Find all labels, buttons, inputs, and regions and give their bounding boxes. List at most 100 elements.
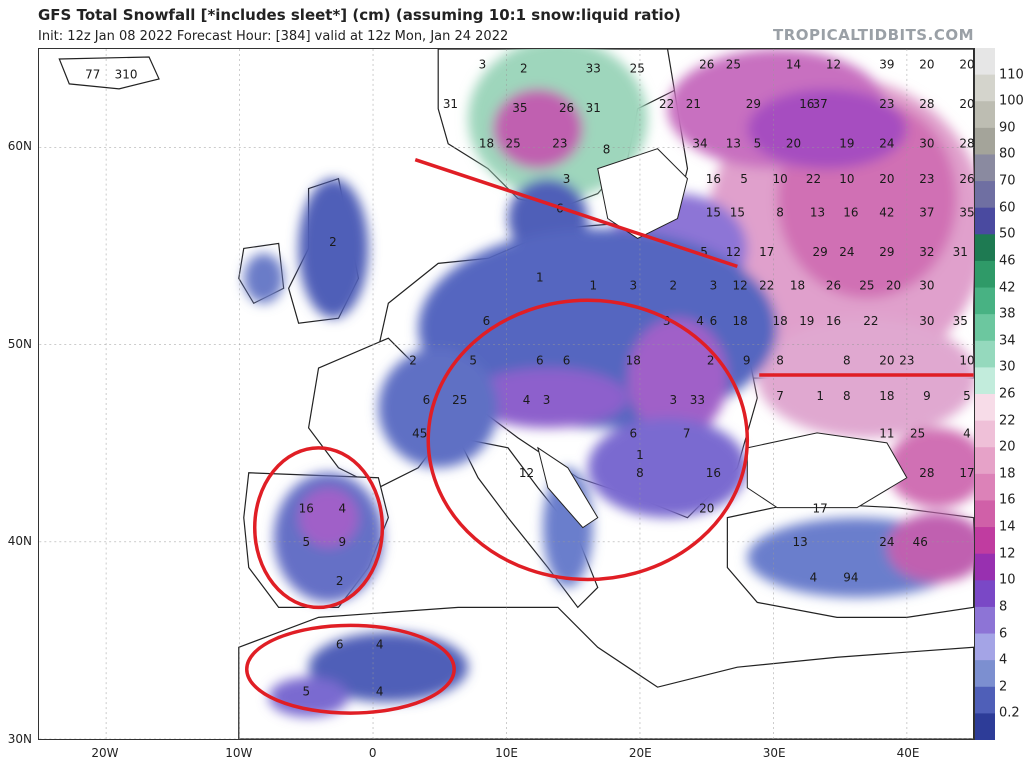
colorbar-swatch: [975, 314, 995, 342]
colorbar-label: 70: [999, 173, 1016, 189]
x-tick-label: 20E: [628, 746, 652, 760]
snow-value-label: 25: [726, 58, 741, 72]
snow-value-label: 10: [839, 172, 854, 186]
black-sea: [746, 432, 908, 509]
snow-value-label: 18: [879, 389, 894, 403]
snow-value-label: 20: [886, 279, 901, 293]
snow-value-label: 25: [630, 62, 645, 76]
snow-value-label: 24: [839, 245, 854, 259]
snow-value-label: 4: [696, 314, 704, 328]
annotation-scandinavia-line: [414, 158, 738, 269]
colorbar-swatch: [975, 287, 995, 315]
colorbar-label: 90: [999, 120, 1016, 136]
colorbar-swatch: [975, 367, 995, 395]
snow-value-label: 16: [799, 97, 814, 111]
colorbar-swatch: [975, 234, 995, 262]
snow-value-label: 11: [879, 426, 894, 440]
snow-value-label: 19: [799, 314, 814, 328]
snow-value-label: 18: [732, 314, 747, 328]
graticule: [39, 49, 974, 739]
snow-value-label: 5: [740, 172, 748, 186]
snow-value-label: 37: [813, 97, 828, 111]
colorbar-swatch: [975, 527, 995, 555]
snow-value-label: 18: [790, 279, 805, 293]
colorbar-swatch: [975, 127, 995, 155]
snow-value-label: 8: [843, 353, 851, 367]
snow-value-label: 6: [536, 353, 544, 367]
colorbar-label: 42: [999, 280, 1016, 296]
snow-value-label: 17: [759, 245, 774, 259]
snow-value-label: 7: [683, 426, 691, 440]
snow-value-label: 24: [879, 535, 894, 549]
snow-value-label: 18: [479, 137, 494, 151]
snow-value-label: 94: [843, 570, 858, 584]
snow-value-label: 32: [919, 245, 934, 259]
snow-value-label: 39: [879, 58, 894, 72]
snow-value-label: 6: [710, 314, 718, 328]
snow-value-label: 2: [329, 235, 337, 249]
snow-value-label: 7: [776, 389, 784, 403]
snow-value-label: 16: [706, 172, 721, 186]
snow-value-label: 30: [919, 137, 934, 151]
snow-value-label: 10: [959, 353, 974, 367]
snow-value-label: 8: [776, 353, 784, 367]
site-watermark: TROPICALTIDBITS.COM: [773, 26, 974, 44]
snow-value-label: 29: [879, 245, 894, 259]
annotations: [245, 158, 974, 715]
y-tick-label: 50N: [7, 336, 32, 351]
snow-atlas: [308, 632, 469, 703]
snow-value-label: 13: [810, 206, 825, 220]
snow-norway-core: [493, 88, 583, 169]
seas: [537, 148, 908, 529]
snow-value-label: 3: [543, 393, 551, 407]
snow-value-label: 17: [959, 466, 974, 480]
adriatic-sea: [537, 446, 599, 529]
snow-value-label: 8: [776, 206, 784, 220]
snow-value-label: 6: [336, 637, 344, 651]
snow-value-label: 6: [563, 353, 571, 367]
snow-value-label: 5: [963, 389, 971, 403]
snow-value-label: 16: [706, 466, 721, 480]
colorbar-label: 26: [999, 386, 1016, 402]
chart-subtitle: Init: 12z Jan 08 2022 Forecast Hour: [38…: [38, 29, 509, 44]
snow-balkans: [587, 417, 748, 518]
snow-value-label: 29: [746, 97, 761, 111]
snow-value-label: 3: [663, 314, 671, 328]
x-tick-label: 40E: [896, 746, 920, 760]
snow-value-label: 6: [629, 426, 637, 440]
snow-value-label: 12: [732, 279, 747, 293]
snow-value-label: 12: [826, 58, 841, 72]
snow-value-label: 16: [826, 314, 841, 328]
y-tick-label: 40N: [7, 534, 32, 549]
snow-value-label: 2: [520, 62, 528, 76]
x-tick-label: 30E: [762, 746, 786, 760]
colorbar-swatch: [975, 606, 995, 635]
snow-value-label: 31: [443, 97, 458, 111]
colorbar-swatch: [975, 394, 995, 422]
snow-value-label: 20: [959, 97, 974, 111]
snow-carpathians: [627, 318, 728, 438]
snow-value-label: 25: [506, 137, 521, 151]
snow-value-label: 20: [959, 58, 974, 72]
snow-value-label: 21: [686, 97, 701, 111]
snow-shading: [243, 49, 974, 718]
snow-value-label: 1: [589, 279, 597, 293]
snow-ukraine: [757, 318, 974, 438]
snow-value-label: 4: [523, 393, 531, 407]
snow-value-label: 22: [759, 279, 774, 293]
snow-value-label: 20: [879, 172, 894, 186]
colorbar-label: 34: [999, 333, 1016, 349]
snow-value-label: 8: [603, 142, 611, 156]
snow-britain: [298, 178, 369, 319]
snow-value-label: 14: [786, 58, 801, 72]
colorbar-label: 46: [999, 253, 1016, 269]
snow-value-label: 16: [299, 501, 314, 515]
y-tick-label: 30N: [7, 732, 32, 746]
snow-value-label: 18: [626, 353, 641, 367]
snow-value-label: 8: [843, 389, 851, 403]
snow-value-label: 20: [699, 501, 714, 515]
snow-value-label: 5: [302, 685, 310, 699]
snow-value-label: 1: [536, 271, 544, 285]
annotation-iberia-ellipse: [252, 446, 385, 610]
snow-value-label: 10: [773, 172, 788, 186]
